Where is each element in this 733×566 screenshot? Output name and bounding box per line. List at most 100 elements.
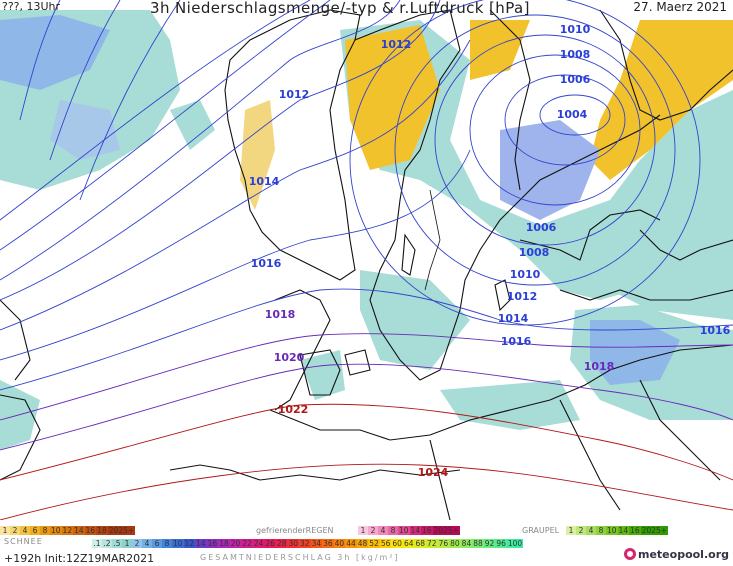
legend-swatch: 4 <box>586 526 596 535</box>
isobar-label: 1006 <box>560 73 591 86</box>
isobar-labels: 1012 1010 1008 1006 1004 1012 1014 1016 … <box>249 23 731 479</box>
graupel-label: GRAUPEL <box>522 526 560 535</box>
legend-swatch: .2 <box>102 539 112 548</box>
legend-swatch: 14 <box>195 539 207 548</box>
legend-swatch: 48 <box>356 539 369 548</box>
isobar-label: 1018 <box>584 360 615 373</box>
legend-swatch: 1 <box>122 539 132 548</box>
legend-swatch: 2 <box>368 526 378 535</box>
legend-swatch: 10 <box>606 526 618 535</box>
legend-swatch: 8 <box>40 526 50 535</box>
rain-scale: 1 2 4 6 8 10 12 14 16 18 2025+ <box>0 526 136 535</box>
legend-swatch: 64 <box>402 539 415 548</box>
legend-swatch: 80 <box>449 539 461 548</box>
legend-swatch: 1 <box>566 526 576 535</box>
legend-swatch: 8 <box>162 539 172 548</box>
isobar-label: 1008 <box>519 246 550 259</box>
legend-swatch: 14 <box>617 526 630 535</box>
legend-swatch: 34 <box>310 539 323 548</box>
legend-swatch: 28 <box>275 539 288 548</box>
legend-swatch: 10 <box>398 526 410 535</box>
brand-logo[interactable]: meteopool.org <box>624 548 729 561</box>
legend-swatch: 14 <box>409 526 422 535</box>
coastlines <box>0 9 733 520</box>
legend-swatch: .5 <box>112 539 122 548</box>
legend-swatch: 2 <box>10 526 20 535</box>
snow-label: SCHNEE <box>4 537 43 546</box>
legend-swatch: 16 <box>84 526 97 535</box>
legend-swatch: 2025+ <box>107 526 136 535</box>
legend-swatch: 2025+ <box>640 526 669 535</box>
isobar-label: 1012 <box>381 38 412 51</box>
legend-swatch: 4 <box>142 539 152 548</box>
legend-swatch: 16 <box>206 539 219 548</box>
legend-swatch: 72 <box>426 539 438 548</box>
isobar-label: 1016 <box>700 324 731 337</box>
legend-swatch: 52 <box>368 539 380 548</box>
isobar-label: 1016 <box>501 335 532 348</box>
legend-swatch: 10 <box>50 526 62 535</box>
legend-swatch: 14 <box>73 526 85 535</box>
legend-swatch: 6 <box>152 539 162 548</box>
legend-swatch: 60 <box>391 539 403 548</box>
isobar-label: 1014 <box>498 312 529 325</box>
isobars <box>0 0 733 520</box>
legend-swatch: 2025+ <box>432 526 461 535</box>
isobar-label: 1020 <box>274 351 305 364</box>
legend-swatch: 44 <box>345 539 357 548</box>
map-title: 3h Niederschlagsmenge/-typ & r.Luftdruck… <box>150 0 530 17</box>
forecast-date: 27. Maerz 2021 <box>633 0 727 14</box>
legend-swatch: 12 <box>61 526 74 535</box>
isobar-label: 1012 <box>279 88 310 101</box>
legend-swatch: 4 <box>378 526 388 535</box>
legend-swatch: 76 <box>437 539 450 548</box>
isobar-label: 1004 <box>557 108 588 121</box>
isobar-label: 1010 <box>510 268 541 281</box>
isobar-label: 1014 <box>249 175 280 188</box>
legend-swatch: 26 <box>264 539 276 548</box>
legend-swatch: 16 <box>421 526 433 535</box>
legend-swatch: .1 <box>92 539 102 548</box>
legend: 1 2 4 6 8 10 12 14 16 18 2025+ SCHNEE gefrierender… <box>0 520 733 566</box>
legend-swatch: 1 <box>0 526 10 535</box>
legend-swatch: 8 <box>596 526 606 535</box>
legend-swatch: 56 <box>379 539 392 548</box>
isobar-label: 1012 <box>507 290 538 303</box>
isobar-label: 1022 <box>278 403 309 416</box>
legend-swatch: 24 <box>252 539 265 548</box>
legend-swatch: 88 <box>472 539 484 548</box>
legend-swatch: 92 <box>483 539 496 548</box>
legend-swatch: 84 <box>460 539 473 548</box>
legend-swatch: 12 <box>183 539 196 548</box>
freezing-rain-scale: 1 2 4 8 10 14 16 2025+ <box>358 526 461 535</box>
legend-swatch: 40 <box>333 539 346 548</box>
forecast-time-label: ???, 13Uhr <box>2 0 61 13</box>
legend-swatch: 100 <box>506 539 524 548</box>
graupel-scale: 1 2 4 8 10 14 16 2025+ <box>566 526 669 535</box>
legend-swatch: 68 <box>414 539 427 548</box>
legend-swatch: 96 <box>495 539 507 548</box>
legend-swatch: 22 <box>241 539 253 548</box>
isobar-label: 1006 <box>526 221 557 234</box>
isobar-label: 1024 <box>418 466 449 479</box>
total-precip-label: GESAMTNIEDERSCHLAG 3h [kg/m²] <box>200 553 400 562</box>
legend-swatch: 20 <box>229 539 242 548</box>
isobar-label: 1016 <box>251 257 282 270</box>
legend-swatch: 16 <box>629 526 641 535</box>
legend-swatch: 6 <box>30 526 40 535</box>
isobar-label: 1008 <box>560 48 591 61</box>
legend-swatch: 32 <box>299 539 311 548</box>
legend-swatch: 30 <box>287 539 300 548</box>
legend-swatch: 36 <box>322 539 334 548</box>
legend-swatch: 8 <box>388 526 398 535</box>
legend-swatch: 18 <box>96 526 108 535</box>
isobar-label: 1010 <box>560 23 591 36</box>
freezing-rain-label: gefrierenderREGEN <box>256 526 334 535</box>
logo-icon <box>624 548 636 560</box>
legend-swatch: 2 <box>576 526 586 535</box>
legend-swatch: 10 <box>172 539 184 548</box>
model-run-label: +192h Init:12Z19MAR2021 <box>4 552 155 565</box>
isobar-label: 1018 <box>265 308 296 321</box>
legend-swatch: 2 <box>132 539 142 548</box>
weather-map: 1012 1010 1008 1006 1004 1012 1014 1016 … <box>0 0 733 520</box>
